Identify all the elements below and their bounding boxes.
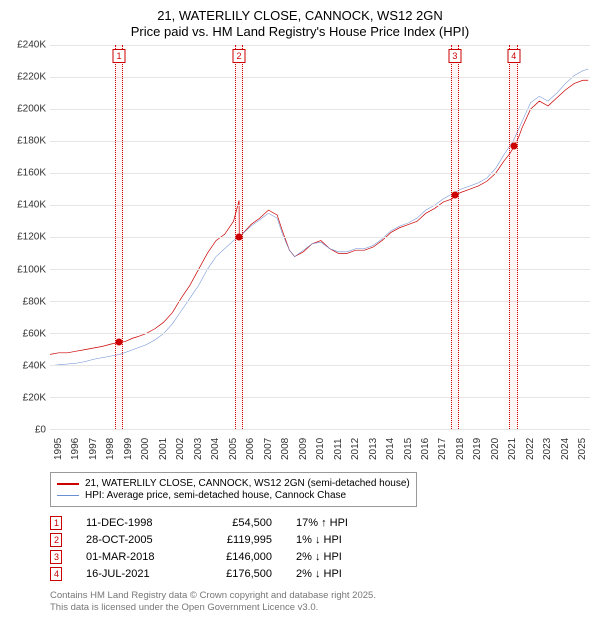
x-tick-label: 1996 [70,438,81,460]
y-tick-label: £200K [17,103,46,114]
legend-label: HPI: Average price, semi-detached house,… [85,490,346,501]
sales-row-number: 2 [50,533,62,547]
sales-row-number: 3 [50,550,62,564]
y-tick-label: £180K [17,135,46,146]
series-line-price_paid [50,80,588,354]
x-tick-label: 2007 [263,438,274,460]
sales-row: 4 16-JUL-2021 £176,500 2% ↓ HPI [50,567,590,581]
legend-swatch [57,483,79,485]
sales-row-date: 11-DEC-1998 [86,517,178,529]
x-tick-label: 2022 [525,438,536,460]
x-tick-label: 2012 [350,438,361,460]
sale-marker-number: 1 [113,49,126,63]
sale-band: 1 [115,45,124,430]
y-tick-label: £80K [23,296,46,307]
title-line-2: Price paid vs. HM Land Registry's House … [10,24,590,40]
legend: 21, WATERLILY CLOSE, CANNOCK, WS12 2GN (… [50,472,417,507]
sale-band: 3 [451,45,460,430]
y-tick-label: £60K [23,328,46,339]
sales-row: 1 11-DEC-1998 £54,500 17% ↑ HPI [50,516,590,530]
title-line-1: 21, WATERLILY CLOSE, CANNOCK, WS12 2GN [10,8,590,24]
sales-row-number: 1 [50,516,62,530]
sale-marker-number: 3 [448,49,461,63]
attribution-footer: Contains HM Land Registry data © Crown c… [50,590,590,614]
y-tick-label: £120K [17,232,46,243]
x-tick-label: 2021 [507,438,518,460]
x-tick-label: 1999 [123,438,134,460]
sale-dot [116,338,123,345]
sales-row: 3 01-MAR-2018 £146,000 2% ↓ HPI [50,550,590,564]
chart-title: 21, WATERLILY CLOSE, CANNOCK, WS12 2GN P… [10,8,590,41]
sales-row-price: £146,000 [202,551,272,563]
sale-band: 4 [509,45,518,430]
x-tick-label: 1997 [88,438,99,460]
x-axis-inner: 1995 1996 1997 1998 1999 2000 2001 2002 2003 2004… [50,430,590,464]
x-tick-label: 2025 [577,438,588,460]
sales-row-delta: 2% ↓ HPI [296,568,376,580]
series-line-hpi [50,69,588,366]
x-tick-label: 2019 [472,438,483,460]
sales-row-date: 28-OCT-2005 [86,534,178,546]
y-tick-label: £140K [17,200,46,211]
sales-row-price: £119,995 [202,534,272,546]
sales-row: 2 28-OCT-2005 £119,995 1% ↓ HPI [50,533,590,547]
x-tick-label: 2010 [315,438,326,460]
x-tick-label: 2004 [210,438,221,460]
sales-row-date: 16-JUL-2021 [86,568,178,580]
sales-row-date: 01-MAR-2018 [86,551,178,563]
sale-marker-number: 4 [507,49,520,63]
y-tick-label: £100K [17,264,46,275]
x-tick-label: 2006 [245,438,256,460]
x-tick-label: 2005 [228,438,239,460]
legend-swatch [57,495,79,496]
x-tick-label: 2016 [420,438,431,460]
y-tick-label: £240K [17,39,46,50]
y-tick-label: £220K [17,71,46,82]
sales-row-delta: 1% ↓ HPI [296,534,376,546]
x-tick-label: 2017 [437,438,448,460]
x-tick-label: 2001 [158,438,169,460]
x-tick-label: 2024 [560,438,571,460]
x-tick-label: 2014 [385,438,396,460]
x-tick-label: 2000 [140,438,151,460]
x-tick-label: 2011 [333,439,344,461]
x-tick-label: 1995 [53,438,64,460]
y-axis: £0£20K£40K£60K£80K£100K£120K£140K£160K£1… [10,45,50,431]
sale-dot [451,192,458,199]
sales-row-price: £176,500 [202,568,272,580]
y-tick-label: £160K [17,168,46,179]
x-tick-label: 1998 [105,438,116,460]
x-tick-label: 2008 [280,438,291,460]
x-axis: 1995 1996 1997 1998 1999 2000 2001 2002 2003 2004… [50,430,590,464]
plot-zone: £0£20K£40K£60K£80K£100K£120K£140K£160K£1… [10,45,590,431]
chart-container: 21, WATERLILY CLOSE, CANNOCK, WS12 2GN P… [0,0,600,620]
x-tick-label: 2002 [175,438,186,460]
y-tick-label: £40K [23,360,46,371]
x-tick-label: 2003 [193,438,204,460]
footer-line-1: Contains HM Land Registry data © Crown c… [50,590,590,602]
sales-row-delta: 2% ↓ HPI [296,551,376,563]
sales-row-price: £54,500 [202,517,272,529]
sale-dot [236,233,243,240]
sales-table: 1 11-DEC-1998 £54,500 17% ↑ HPI 2 28-OCT-2005… [50,513,590,584]
y-tick-label: £20K [23,393,46,404]
x-tick-label: 2020 [490,438,501,460]
y-tick-label: £0 [35,425,46,436]
legend-item-hpi: HPI: Average price, semi-detached house,… [57,490,410,501]
sale-marker-number: 2 [233,49,246,63]
legend-label: 21, WATERLILY CLOSE, CANNOCK, WS12 2GN (… [85,478,410,489]
sale-dot [510,143,517,150]
x-tick-label: 2023 [542,438,553,460]
x-tick-label: 2015 [403,438,414,460]
sales-row-delta: 17% ↑ HPI [296,517,376,529]
legend-item-price-paid: 21, WATERLILY CLOSE, CANNOCK, WS12 2GN (… [57,478,410,489]
footer-line-2: This data is licensed under the Open Gov… [50,602,590,614]
x-tick-label: 2013 [368,438,379,460]
sales-row-number: 4 [50,567,62,581]
x-tick-label: 2009 [298,438,309,460]
plot-area: 1 2 3 4 [50,45,590,431]
x-tick-label: 2018 [455,438,466,460]
